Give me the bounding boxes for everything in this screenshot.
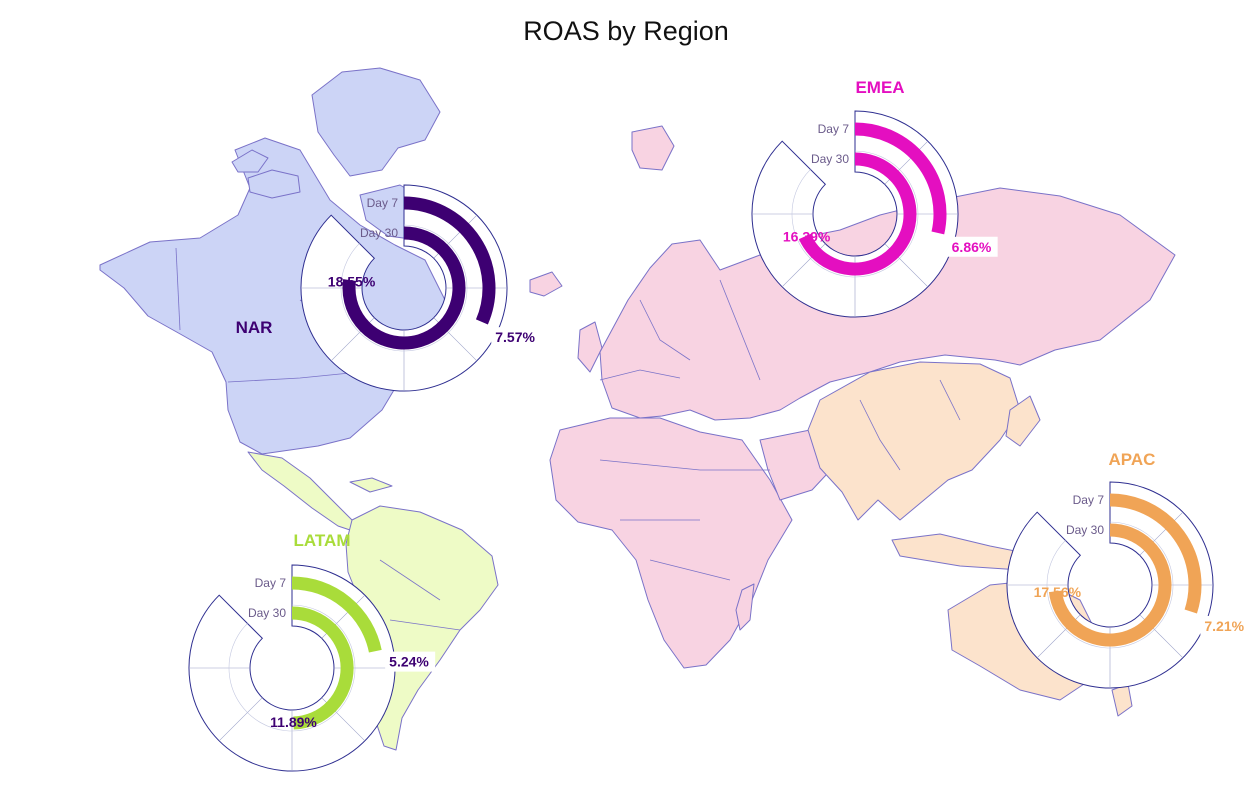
region-label-latam: LATAM <box>294 531 351 550</box>
value-label-day7-latam: 5.24% <box>389 654 429 670</box>
value-label-day30-emea: 16.39% <box>783 229 831 245</box>
country-border <box>719 279 761 381</box>
world-map <box>99 67 1176 751</box>
radial-chart-emea: Day 7 Day 30 6.86% 16.39% <box>751 110 998 318</box>
madagascar-land <box>735 583 755 631</box>
value-label-day7-emea: 6.86% <box>952 239 992 255</box>
country-border <box>939 379 961 421</box>
iceland-land <box>529 271 563 297</box>
chart-title: ROAS by Region <box>523 16 729 46</box>
country-border <box>379 559 441 601</box>
bar-day30-emea <box>798 152 917 276</box>
bar-day7-nar <box>403 196 496 325</box>
grid-ring <box>1046 521 1174 649</box>
greenland-east-land <box>631 125 675 171</box>
donut-charts: Day 7 Day 30 7.57% 18.55% NAR Day 7 Day 30 6.86… <box>188 78 1251 772</box>
new-zealand-land <box>1111 683 1133 717</box>
bar-day30-latam <box>291 606 354 730</box>
country-border <box>175 247 181 331</box>
grid-ring <box>791 150 919 278</box>
value-label-day30-nar: 18.55% <box>328 273 376 289</box>
value-label-bg <box>1200 615 1251 636</box>
ring-label-day30: Day 30 <box>248 606 286 620</box>
ring-label-day7: Day 7 <box>818 122 850 136</box>
value-label-bg <box>491 327 542 348</box>
central-america-land <box>247 451 357 533</box>
country-border <box>389 619 461 631</box>
bar-day30-apac <box>1048 523 1172 647</box>
grid-ring <box>340 224 468 352</box>
asia-land <box>807 361 1021 521</box>
region-label-nar: NAR <box>236 318 273 337</box>
radial-chart-apac: Day 7 Day 30 7.21% 17.56% <box>1006 481 1251 689</box>
bar-day7-latam <box>291 576 382 653</box>
ring-label-day30: Day 30 <box>360 226 398 240</box>
grid-spoke <box>218 697 263 742</box>
value-label-day7-nar: 7.57% <box>495 329 535 345</box>
grid-ring <box>228 604 356 732</box>
arctic-island-west-land <box>231 149 269 173</box>
ring-label-day7: Day 7 <box>367 196 399 210</box>
country-border <box>227 371 361 383</box>
region-label-apac: APAC <box>1109 450 1156 469</box>
country-border <box>599 459 770 471</box>
japan-land <box>1005 395 1041 447</box>
value-label-day30-apac: 17.56% <box>1034 584 1082 600</box>
value-label-bg <box>947 236 998 257</box>
country-border <box>649 559 731 581</box>
ring-label-day30: Day 30 <box>811 152 849 166</box>
bar-day7-apac <box>1109 493 1202 614</box>
bar-day7-emea <box>854 122 947 235</box>
country-border <box>599 369 681 381</box>
value-label-day7-apac: 7.21% <box>1204 618 1244 634</box>
country-border <box>639 299 691 361</box>
ring-label-day7: Day 7 <box>255 576 287 590</box>
ring-label-day30: Day 30 <box>1066 523 1104 537</box>
ring-label-day7: Day 7 <box>1073 493 1105 507</box>
uk-land <box>577 321 603 373</box>
arctic-islands-land <box>311 67 441 177</box>
region-label-emea: EMEA <box>855 78 904 97</box>
radial-chart-nar: Day 7 Day 30 7.57% 18.55% <box>300 184 542 392</box>
value-label-bg <box>385 651 436 672</box>
country-border <box>859 399 901 471</box>
caribbean-land <box>349 477 393 493</box>
africa-land <box>549 417 793 669</box>
radial-chart-latam: Day 7 Day 30 5.24% 11.89% <box>188 564 436 772</box>
arctic-island-small-land <box>247 169 301 199</box>
value-label-day30-latam: 11.89% <box>270 714 317 730</box>
bar-day30-nar <box>342 226 466 350</box>
